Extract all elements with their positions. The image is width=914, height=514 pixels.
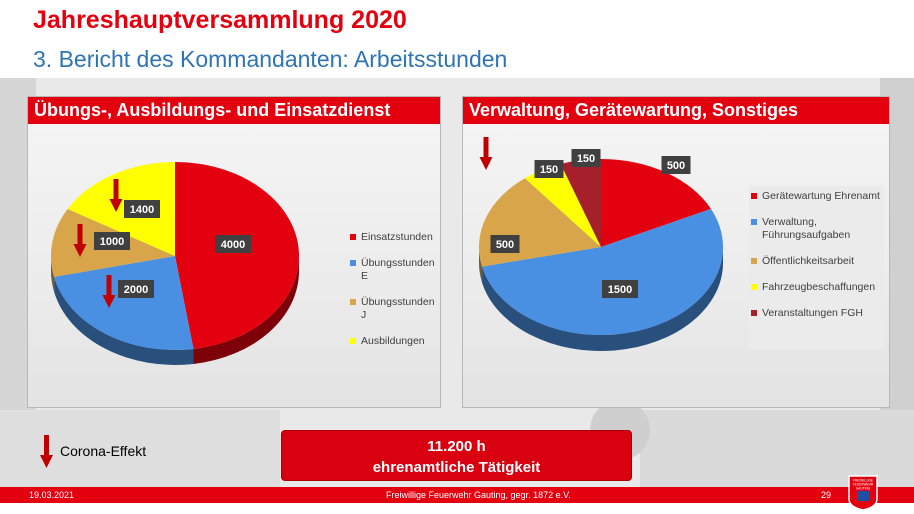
legend-label: Einsatzstunden [361,231,433,243]
legend-item-fahrzeugbeschaffungen: Fahrzeugbeschaffungen [751,281,882,294]
data-label-ausbildungen: 1400 [130,204,154,216]
legend-item-uebungsstunden-j: Übungsstunden J [350,296,440,322]
legend-label: Fahrzeugbeschaffungen [762,281,876,293]
pie-chart-left: 4000 2000 1000 1400 [50,162,300,366]
data-label-box-uebungsstunden-e [118,280,154,298]
pie-side-uebungsstunden-j [51,256,55,292]
legend-item-geraetewartung-ehrenamt: Gerätewartung Ehrenamt [751,190,882,203]
corona-effect-label: Corona-Effekt [60,443,147,459]
legend-swatch [751,193,757,199]
pie-slice-fahrzeugbeschaffungen [524,163,601,247]
data-label-box-einsatzstunden [215,235,251,253]
corona-arrow-icon [479,157,493,170]
footer-date: 19.03.2021 [29,490,75,500]
data-label-box-veranstaltungen-fgh [571,149,601,167]
legend-item-oeffentlichkeitsarbeit: Öffentlichkeitsarbeit [751,255,882,268]
pie-slice-veranstaltungen-fgh [560,159,601,247]
corona-arrow-icon [73,244,87,257]
down-arrow-icon [40,435,53,468]
legend-swatch [350,260,356,266]
data-label-veranstaltungen-fgh: 150 [577,153,595,165]
legend-label: Übungsstunden E [361,257,435,282]
legend-item-verwaltung-fuehrungsaufgaben: Verwaltung, Führungsaufgaben [751,216,882,242]
data-label-fahrzeugbeschaffungen: 150 [540,164,558,176]
page-title: Jahreshauptversammlung 2020 [33,6,407,34]
chart-panel-right: Verwaltung, Gerätewartung, Sonstiges 500… [462,96,890,408]
logo-text-line2: FEUERWEHR [853,483,874,487]
legend-swatch [751,219,757,225]
data-label-box-fahrzeugbeschaffungen [534,160,564,178]
pie-slice-verwaltung-fuehrungsaufgaben [482,208,723,336]
data-label-uebungsstunden-e: 2000 [124,284,148,296]
data-label-uebungsstunden-j: 1000 [100,236,124,248]
data-label-einsatzstunden: 4000 [221,239,245,251]
corona-arrow-icon [109,199,123,212]
fire-brigade-logo: FREIWILLIGE FEUERWEHR GAUTING [848,475,878,511]
pie-slice-geraetewartung-ehrenamt [601,159,711,247]
page-subtitle: 3. Bericht des Kommandanten: Arbeitsstun… [33,46,508,72]
data-label-oeffentlichkeitsarbeit: 500 [496,239,514,251]
chart-panel-left: Übungs-, Ausbildungs- und Einsatzdienst … [27,96,441,408]
pie-side-verwaltung-fuehrungsaufgaben [482,247,723,351]
logo-text-line1: FREIWILLIGE [853,479,873,483]
legend-label: Veranstaltungen FGH [762,307,863,319]
legend-right: Gerätewartung Ehrenamt Verwaltung, Führun… [749,186,884,350]
legend-item-einsatzstunden: Einsatzstunden [350,231,440,244]
legend-swatch [751,310,757,316]
pie-slice-uebungsstunden-e [54,256,194,350]
pie-chart-right: 500 1500 500 150 150 [479,137,723,351]
pie-side-uebungsstunden-e [54,276,194,366]
data-label-box-geraetewartung-ehrenamt [661,156,691,174]
corona-arrow-icon [102,295,116,308]
legend-swatch [350,234,356,240]
corona-arrow-shaft [106,275,112,297]
summary-hours: 11.200 h [427,438,486,455]
data-label-verwaltung-fuehrungsaufgaben: 1500 [608,284,632,296]
data-label-box-oeffentlichkeitsarbeit [490,235,520,253]
pie-side-einsatzstunden [193,256,299,364]
legend-label: Öffentlichkeitsarbeit [762,255,855,267]
corona-arrow-shaft [483,137,489,159]
chart-title-left: Übungs-, Ausbildungs- und Einsatzdienst [28,97,440,124]
footer-page-number: 29 [821,490,832,500]
legend-left: Einsatzstunden Übungsstunden E Übungsstund… [350,231,440,361]
chart-title-right: Verwaltung, Gerätewartung, Sonstiges [463,97,889,124]
legend-label: Übungsstunden J [361,296,435,321]
corona-arrow-shaft [77,224,83,246]
corona-arrow-shaft [113,179,119,201]
legend-item-uebungsstunden-e: Übungsstunden E [350,257,440,283]
legend-item-veranstaltungen-fgh: Veranstaltungen FGH [751,307,882,320]
footer-bar: 19.03.2021 Freiwillige Feuerwehr Gauting… [0,487,914,503]
legend-swatch [350,299,356,305]
legend-label: Ausbildungen [361,335,425,347]
summary-box: 11.200 h ehrenamtliche Tätigkeit [281,430,632,481]
data-label-box-verwaltung-fuehrungsaufgaben [602,280,638,298]
legend-swatch [751,258,757,264]
legend-label: Verwaltung, Führungsaufgaben [762,216,851,241]
summary-caption: ehrenamtliche Tätigkeit [372,459,541,476]
pie-slice-ausbildungen [67,162,175,256]
logo-text-line3: GAUTING [856,487,871,491]
legend-swatch [350,338,356,344]
pie-slice-einsatzstunden [175,162,300,349]
legend-swatch [751,284,757,290]
data-label-box-uebungsstunden-j [94,232,130,250]
legend-item-ausbildungen: Ausbildungen [350,335,440,348]
pie-side-oeffentlichkeitsarbeit [479,247,483,283]
data-label-geraetewartung-ehrenamt: 500 [667,160,685,172]
legend-label: Gerätewartung Ehrenamt [762,190,880,202]
footer-organization: Freiwillige Feuerwehr Gauting, gegr. 187… [386,490,571,500]
data-label-box-ausbildungen [124,200,160,218]
